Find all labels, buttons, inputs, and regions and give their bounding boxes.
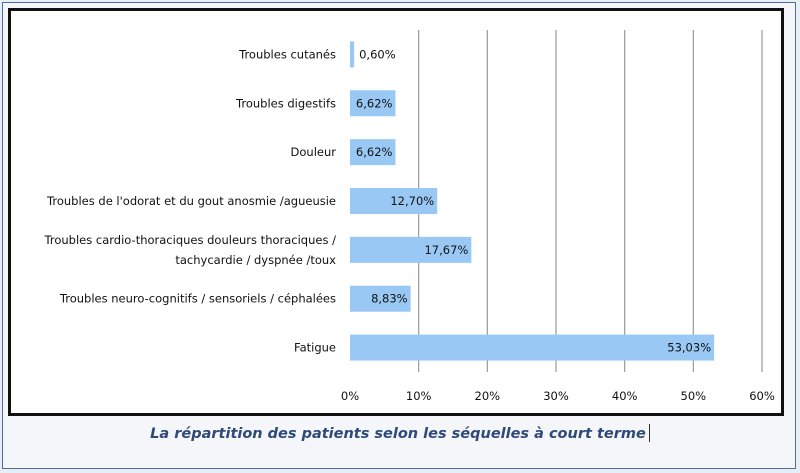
category-label-0: Troubles cutanés	[238, 47, 336, 61]
value-label-4: 17,67%	[424, 243, 468, 257]
value-label-5: 8,83%	[371, 292, 408, 306]
bar-1	[350, 90, 396, 117]
category-label-5: Troubles neuro-cognitifs / sensoriels / …	[59, 292, 336, 306]
x-tick-0: 0%	[341, 389, 359, 403]
category-label-2: Douleur	[291, 145, 337, 159]
bars	[350, 41, 715, 361]
x-tick-20: 20%	[475, 389, 501, 403]
value-label-3: 12,70%	[390, 194, 434, 208]
bar-3	[350, 188, 438, 214]
caption-text: La répartition des patients selon les sé…	[150, 426, 646, 442]
value-label-6: 53,03%	[667, 341, 711, 355]
bar-4	[350, 236, 472, 263]
x-tick-60: 60%	[749, 389, 775, 403]
value-label-1: 6,62%	[356, 96, 393, 110]
category-label-4: Troubles cardio-thoraciques douleurs tho…	[44, 233, 337, 267]
x-tick-30: 30%	[543, 389, 569, 403]
bar-6	[350, 334, 715, 361]
category-label-6: Fatigue	[294, 341, 336, 355]
value-label-0: 0,60%	[359, 47, 396, 61]
bar-2	[350, 139, 396, 166]
x-tick-40: 40%	[612, 389, 638, 403]
category-label-3: Troubles de l'odorat et du gout anosmie …	[46, 194, 336, 208]
category-labels: Troubles cutanés Troubles digestifs Douleu…	[44, 47, 337, 354]
x-tick-labels: 0% 10% 20% 30% 40% 50% 60%	[341, 389, 775, 403]
category-label-1: Troubles digestifs	[235, 96, 336, 110]
gridlines	[418, 30, 763, 372]
x-tick-50: 50%	[681, 389, 707, 403]
text-cursor	[648, 424, 650, 442]
bar-5	[350, 285, 411, 312]
value-label-2: 6,62%	[356, 145, 393, 159]
figure-caption: La répartition des patients selon les sé…	[0, 424, 800, 442]
bar-0	[350, 41, 355, 68]
x-tick-10: 10%	[406, 389, 432, 403]
value-labels: 0,60% 6,62% 6,62% 12,70% 17,67% 8,83% 53,03%	[356, 47, 711, 354]
